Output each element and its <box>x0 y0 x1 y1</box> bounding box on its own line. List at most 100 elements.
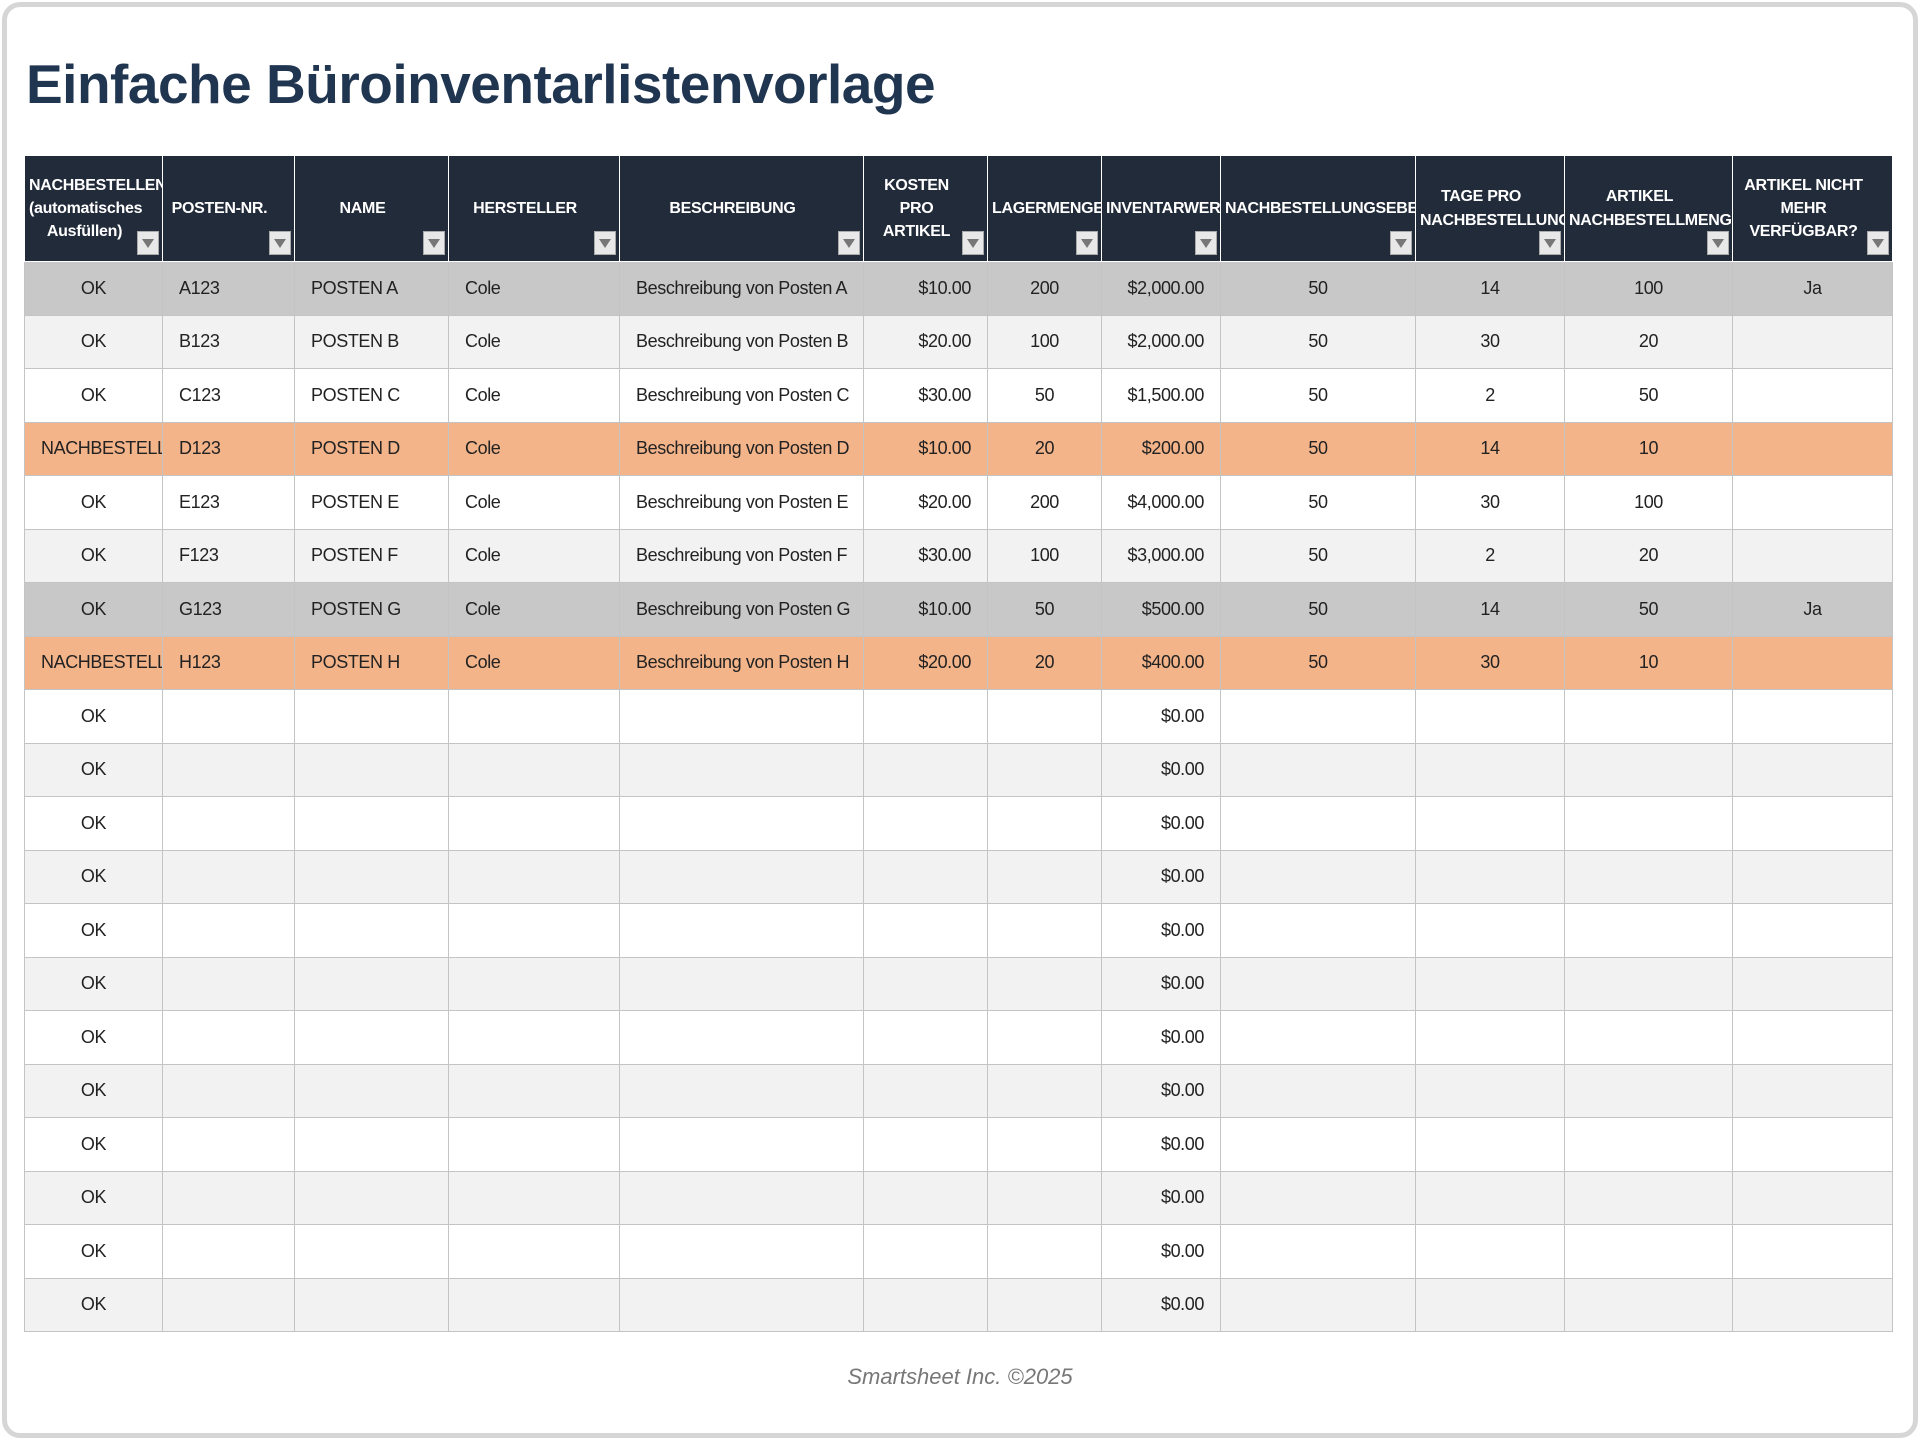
table-cell: A123 <box>162 261 295 316</box>
filter-button[interactable] <box>962 231 984 255</box>
table-cell: 50 <box>1564 368 1733 423</box>
table-cell <box>1415 849 1565 904</box>
table-cell <box>987 742 1102 797</box>
table-cell: Beschreibung von Posten C <box>619 368 864 423</box>
table-cell <box>619 1277 864 1332</box>
table-cell: OK <box>24 475 163 530</box>
table-cell: $30.00 <box>863 368 988 423</box>
table-cell: 50 <box>1220 475 1416 530</box>
table-cell: 10 <box>1564 635 1733 690</box>
table-cell <box>162 1117 295 1172</box>
table-row: OK $0.00 <box>24 849 1893 904</box>
filter-button[interactable] <box>423 231 445 255</box>
table-cell: $200.00 <box>1101 421 1221 476</box>
table-cell <box>863 1117 988 1172</box>
table-cell: POSTEN A <box>294 261 449 316</box>
filter-button[interactable] <box>1539 231 1561 255</box>
table-cell: POSTEN D <box>294 421 449 476</box>
table-cell <box>1732 368 1893 423</box>
table-cell: 20 <box>1564 528 1733 583</box>
table-cell <box>1220 796 1416 851</box>
table-cell <box>1220 1277 1416 1332</box>
filter-button[interactable] <box>1707 231 1729 255</box>
table-row: OK B123 POSTEN B Cole Beschreibung von Poste… <box>24 314 1893 369</box>
table-cell <box>448 742 620 797</box>
table-cell: Beschreibung von Posten G <box>619 582 864 637</box>
table-cell <box>1732 849 1893 904</box>
table-cell <box>294 1010 449 1065</box>
table-cell <box>1220 1117 1416 1172</box>
table-cell: NACHBESTELLEN <box>24 421 163 476</box>
table-cell <box>863 903 988 958</box>
table-cell: Beschreibung von Posten B <box>619 314 864 369</box>
table-cell <box>1220 849 1416 904</box>
table-cell <box>294 742 449 797</box>
table-row: OK $0.00 <box>24 1277 1893 1332</box>
filter-button[interactable] <box>594 231 616 255</box>
table-cell <box>1732 956 1893 1011</box>
title: Einfache Büroinventarlistenvorlage <box>26 53 936 115</box>
filter-button[interactable] <box>1195 231 1217 255</box>
table-cell: Beschreibung von Posten E <box>619 475 864 530</box>
table-cell <box>987 1010 1102 1065</box>
table-cell <box>987 903 1102 958</box>
table-cell: 50 <box>1564 582 1733 637</box>
header-text: NACHBESTELLEN (automatisches Ausfüllen) <box>29 176 167 241</box>
table-cell <box>294 956 449 1011</box>
table-cell <box>162 796 295 851</box>
table-cell <box>1415 903 1565 958</box>
table-cell: $20.00 <box>863 314 988 369</box>
table-row: NACHBESTELLEND123POSTEN DColeBeschreibun… <box>24 421 1893 476</box>
table-cell: $1,500.00 <box>1101 368 1221 423</box>
filter-button[interactable] <box>1390 231 1412 255</box>
table-cell: Cole <box>448 261 620 316</box>
table-cell <box>1564 1010 1733 1065</box>
table-cell: OK <box>24 1224 163 1279</box>
table-cell: Beschreibung von Posten A <box>619 261 864 316</box>
table-cell: $0.00 <box>1101 796 1221 851</box>
table-cell <box>1732 635 1893 690</box>
filter-button[interactable] <box>137 231 159 255</box>
filter-button[interactable] <box>1867 231 1889 255</box>
table-cell: OK <box>24 1010 163 1065</box>
table-cell <box>1415 796 1565 851</box>
table-cell: $0.00 <box>1101 903 1221 958</box>
table-cell <box>987 796 1102 851</box>
table-cell: $30.00 <box>863 528 988 583</box>
filter-button[interactable] <box>838 231 860 255</box>
table-cell <box>1732 742 1893 797</box>
table-cell <box>294 1117 449 1172</box>
table-cell: 30 <box>1415 314 1565 369</box>
table-cell: OK <box>24 261 163 316</box>
table-cell: OK <box>24 1170 163 1225</box>
table-cell <box>294 796 449 851</box>
table-cell <box>1415 1170 1565 1225</box>
table-cell <box>987 1063 1102 1118</box>
filter-button[interactable] <box>1076 231 1098 255</box>
table-cell <box>162 1063 295 1118</box>
table-cell: 2 <box>1415 368 1565 423</box>
table-cell <box>1564 903 1733 958</box>
table-cell: 20 <box>987 421 1102 476</box>
table-cell <box>448 1010 620 1065</box>
table-cell: H123 <box>162 635 295 690</box>
table-cell: 100 <box>987 528 1102 583</box>
table-cell: F123 <box>162 528 295 583</box>
table-cell <box>619 689 864 744</box>
table-cell: OK <box>24 368 163 423</box>
table-cell <box>1732 796 1893 851</box>
filter-button[interactable] <box>269 231 291 255</box>
table-cell: OK <box>24 956 163 1011</box>
table-cell <box>987 689 1102 744</box>
table-cell: 200 <box>987 261 1102 316</box>
table-cell <box>1564 1170 1733 1225</box>
table-cell <box>1564 849 1733 904</box>
table-cell <box>863 1277 988 1332</box>
table-cell <box>1220 689 1416 744</box>
table-cell <box>619 903 864 958</box>
table-cell: $0.00 <box>1101 849 1221 904</box>
footer: Smartsheet Inc. ©2025 <box>847 1364 1073 1389</box>
table-cell: OK <box>24 689 163 744</box>
table-cell <box>294 1277 449 1332</box>
table-cell <box>1415 742 1565 797</box>
